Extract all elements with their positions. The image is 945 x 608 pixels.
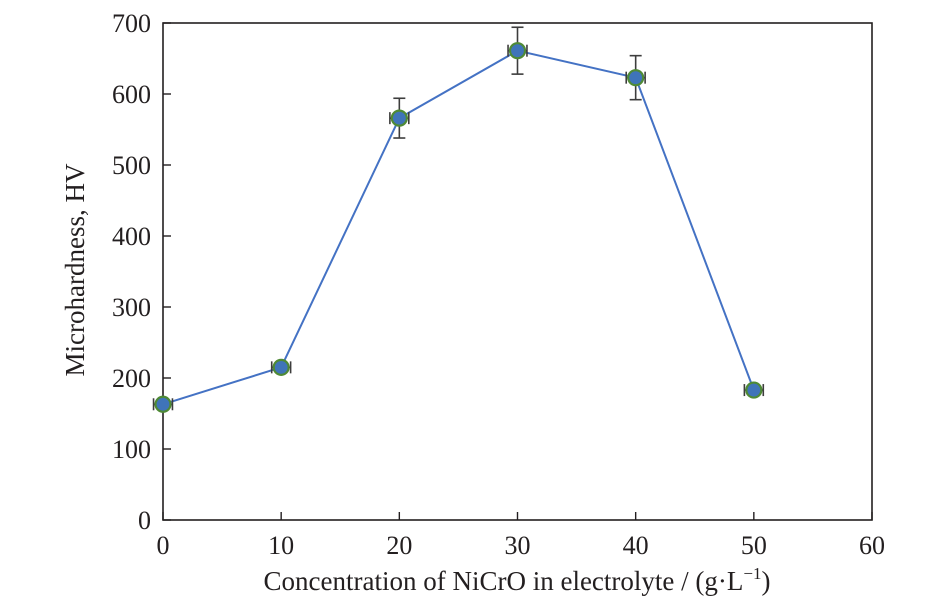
x-axis-title-main: Concentration of NiCrO in electrolyte / … (264, 566, 744, 596)
data-point (627, 69, 645, 87)
x-axis-title-close: ) (761, 566, 770, 596)
x-tick-labels: 0 10 20 30 40 50 60 (157, 531, 886, 560)
data-point (272, 358, 290, 376)
y-tick-labels: 0 100 200 300 400 500 600 700 (112, 9, 151, 535)
y-tick-label: 700 (112, 9, 151, 38)
y-tick-label: 300 (112, 293, 151, 322)
x-tick-label: 0 (157, 531, 170, 560)
y-axis-title: Microhardness, HV (60, 163, 90, 376)
x-tick-label: 60 (859, 531, 885, 560)
y-tick-label: 0 (138, 506, 151, 535)
plot-frame (162, 22, 873, 521)
x-axis-title: Concentration of NiCrO in electrolyte / … (264, 564, 771, 596)
x-tick-label: 30 (505, 531, 531, 560)
x-axis-title-superscript: −1 (743, 564, 761, 583)
x-tick-label: 10 (268, 531, 294, 560)
x-tick-label: 50 (741, 531, 767, 560)
data-point (390, 109, 408, 127)
y-tick-label: 200 (112, 364, 151, 393)
tick-marks (162, 22, 873, 521)
x-tick-label: 40 (623, 531, 649, 560)
y-tick-label: 100 (112, 435, 151, 464)
series-layer (152, 26, 765, 413)
series-line (162, 49, 755, 406)
y-tick-label: 600 (112, 80, 151, 109)
data-point (154, 395, 172, 413)
data-point (508, 42, 527, 60)
data-point (745, 381, 763, 399)
x-tick-label: 20 (386, 531, 412, 560)
y-tick-label: 500 (112, 151, 151, 180)
y-tick-label: 400 (112, 222, 151, 251)
